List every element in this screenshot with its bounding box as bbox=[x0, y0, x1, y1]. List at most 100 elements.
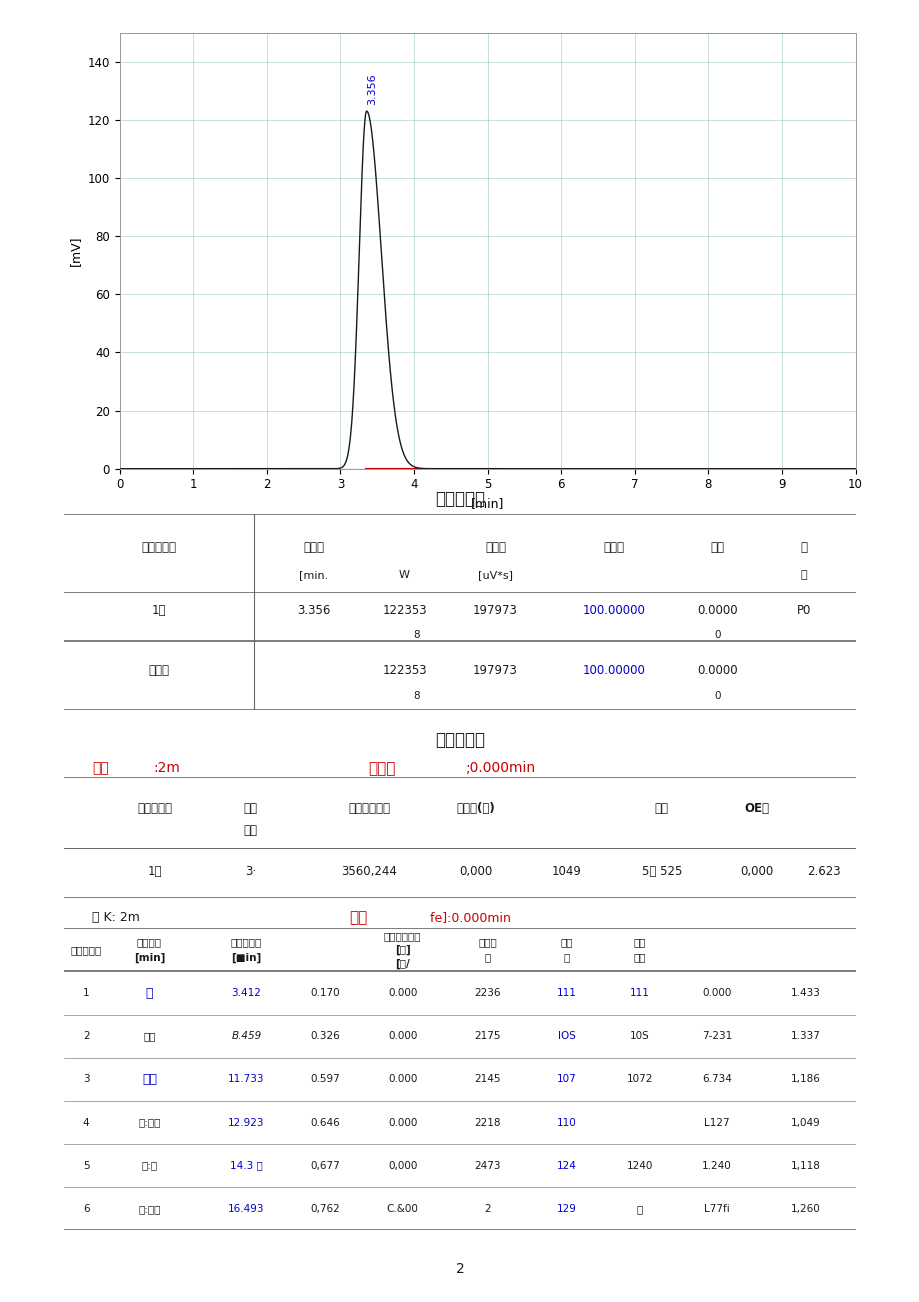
Text: 197973: 197973 bbox=[472, 604, 517, 617]
Text: OE子: OE子 bbox=[743, 802, 768, 815]
Text: 0.597: 0.597 bbox=[311, 1074, 340, 1085]
Text: 122353: 122353 bbox=[382, 604, 426, 617]
Text: 7-231: 7-231 bbox=[701, 1031, 732, 1042]
Text: 1苯: 1苯 bbox=[148, 866, 163, 879]
Text: 107: 107 bbox=[556, 1074, 576, 1085]
Text: :2m: :2m bbox=[153, 762, 180, 775]
Text: 柱长: 柱长 bbox=[92, 762, 108, 775]
Text: 2175: 2175 bbox=[474, 1031, 501, 1042]
Text: 0,677: 0,677 bbox=[311, 1160, 340, 1170]
Text: 0.000: 0.000 bbox=[388, 988, 417, 999]
Text: 分离: 分离 bbox=[560, 937, 573, 948]
Text: 甲苯: 甲苯 bbox=[143, 1031, 155, 1042]
Text: 2473: 2473 bbox=[474, 1160, 501, 1170]
Text: 3.412: 3.412 bbox=[232, 988, 261, 999]
Text: 峰号组分名: 峰号组分名 bbox=[142, 542, 176, 553]
Text: [uV*s]: [uV*s] bbox=[478, 570, 513, 579]
Text: 12.923: 12.923 bbox=[228, 1117, 265, 1128]
Text: 峰面积: 峰面积 bbox=[484, 542, 505, 553]
Text: 系统评价表: 系统评价表 bbox=[435, 730, 484, 749]
Text: 3.356: 3.356 bbox=[367, 74, 377, 105]
Text: 3560,244: 3560,244 bbox=[341, 866, 396, 879]
Text: 时子: 时子 bbox=[243, 824, 257, 837]
Text: 1苯: 1苯 bbox=[152, 604, 166, 617]
Text: 0,000: 0,000 bbox=[459, 866, 492, 879]
Text: 柱 K: 2m: 柱 K: 2m bbox=[92, 911, 140, 924]
Text: [min]: [min] bbox=[133, 952, 165, 962]
Text: 死时间: 死时间 bbox=[368, 760, 395, 776]
Text: 1072: 1072 bbox=[626, 1074, 652, 1085]
Text: fe]:0.000min: fe]:0.000min bbox=[425, 911, 510, 924]
Text: 197973: 197973 bbox=[472, 664, 517, 677]
Text: 庥: 庥 bbox=[563, 953, 569, 962]
Text: 0.000: 0.000 bbox=[388, 1031, 417, 1042]
Text: IOS: IOS bbox=[557, 1031, 575, 1042]
Text: 间:甲: 间:甲 bbox=[142, 1160, 157, 1170]
Text: 0: 0 bbox=[713, 691, 720, 700]
Text: 0.0000: 0.0000 bbox=[696, 664, 737, 677]
Text: [块]: [块] bbox=[394, 945, 410, 956]
X-axis label: [min]: [min] bbox=[471, 497, 504, 510]
Text: 半尚峰帝容: 半尚峰帝容 bbox=[231, 937, 262, 948]
Text: 保留: 保留 bbox=[243, 802, 257, 815]
Text: 含虏: 含虏 bbox=[709, 542, 723, 553]
Text: 1,186: 1,186 bbox=[790, 1074, 820, 1085]
Text: 燥: 燥 bbox=[800, 542, 807, 553]
Text: 0.000: 0.000 bbox=[388, 1117, 417, 1128]
Text: 对:甲苯: 对:甲苯 bbox=[138, 1117, 161, 1128]
Text: 100.00000: 100.00000 bbox=[583, 604, 645, 617]
Text: 0.0000: 0.0000 bbox=[696, 604, 737, 617]
Text: 理论塔片岐论: 理论塔片岐论 bbox=[383, 931, 421, 941]
Text: 2218: 2218 bbox=[474, 1117, 501, 1128]
Text: [■in]: [■in] bbox=[231, 952, 261, 962]
Text: 1,118: 1,118 bbox=[790, 1160, 820, 1170]
Text: 0.170: 0.170 bbox=[311, 988, 340, 999]
Text: 10S: 10S bbox=[630, 1031, 649, 1042]
Y-axis label: [mV]: [mV] bbox=[69, 236, 82, 266]
Text: [min.: [min. bbox=[299, 570, 328, 579]
Text: 1049: 1049 bbox=[551, 866, 581, 879]
Text: 11.733: 11.733 bbox=[228, 1074, 265, 1085]
Text: 16.493: 16.493 bbox=[228, 1204, 265, 1213]
Text: 14.3 讀: 14.3 讀 bbox=[230, 1160, 263, 1170]
Text: 拖尾: 拖尾 bbox=[633, 937, 645, 948]
Text: 2145: 2145 bbox=[474, 1074, 501, 1085]
Text: 5肥 525: 5肥 525 bbox=[641, 866, 681, 879]
Text: 111: 111 bbox=[630, 988, 649, 999]
Text: 8: 8 bbox=[413, 630, 419, 641]
Text: 保留时间: 保留时间 bbox=[137, 937, 162, 948]
Text: 1.240: 1.240 bbox=[701, 1160, 732, 1170]
Text: 0.000: 0.000 bbox=[388, 1074, 417, 1085]
Text: W: W bbox=[399, 570, 410, 579]
Text: 0.326: 0.326 bbox=[311, 1031, 340, 1042]
Text: 100.00000: 100.00000 bbox=[583, 664, 645, 677]
Text: [块/: [块/ bbox=[395, 958, 410, 969]
Text: 1: 1 bbox=[83, 988, 89, 999]
Text: 分析结果表: 分析结果表 bbox=[435, 490, 484, 508]
Text: 死时: 死时 bbox=[349, 910, 368, 926]
Text: 有效塔: 有效塔 bbox=[478, 937, 496, 948]
Text: 1.337: 1.337 bbox=[790, 1031, 820, 1042]
Text: L127: L127 bbox=[704, 1117, 729, 1128]
Text: 110: 110 bbox=[556, 1117, 576, 1128]
Text: 司半砂容总围: 司半砂容总围 bbox=[347, 802, 390, 815]
Text: 111: 111 bbox=[556, 988, 576, 999]
Text: 129: 129 bbox=[556, 1204, 576, 1213]
Text: 苯: 苯 bbox=[145, 987, 153, 1000]
Text: 邻:甲苯: 邻:甲苯 bbox=[138, 1204, 161, 1213]
Text: L77fi: L77fi bbox=[704, 1204, 729, 1213]
Text: 围子: 围子 bbox=[633, 953, 645, 962]
Text: C.&00: C.&00 bbox=[386, 1204, 418, 1213]
Text: 0,000: 0,000 bbox=[739, 866, 773, 879]
Text: 型: 型 bbox=[800, 570, 807, 579]
Text: 3.356: 3.356 bbox=[297, 604, 330, 617]
Text: 5: 5 bbox=[83, 1160, 89, 1170]
Text: 0,762: 0,762 bbox=[311, 1204, 340, 1213]
Text: 124: 124 bbox=[556, 1160, 576, 1170]
Text: 3: 3 bbox=[83, 1074, 89, 1085]
Text: 1,049: 1,049 bbox=[790, 1117, 820, 1128]
Text: 122353: 122353 bbox=[382, 664, 426, 677]
Text: 6: 6 bbox=[83, 1204, 89, 1213]
Text: 总计：: 总计： bbox=[149, 664, 170, 677]
Text: B.459: B.459 bbox=[231, 1031, 261, 1042]
